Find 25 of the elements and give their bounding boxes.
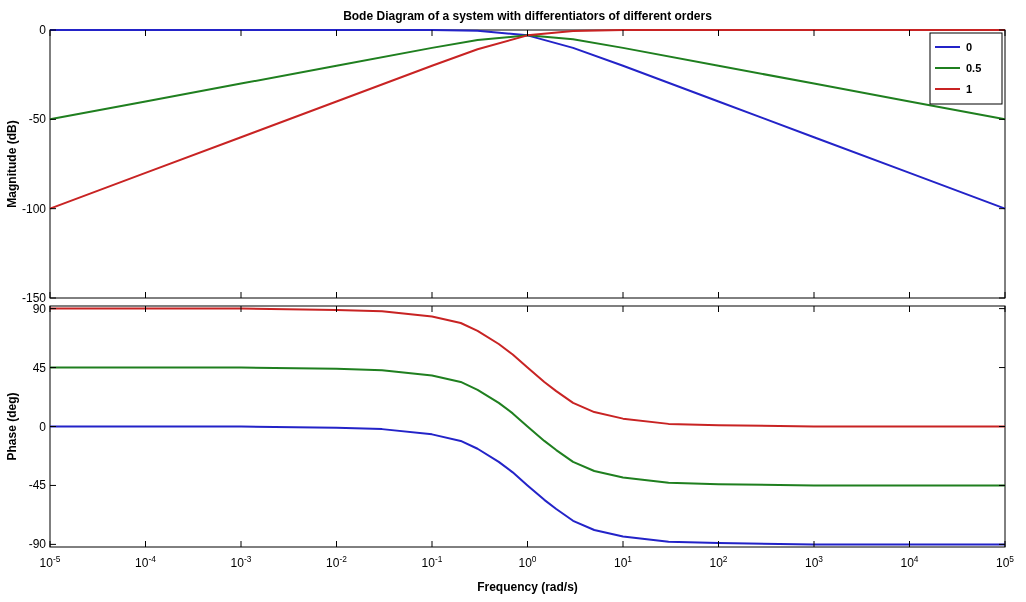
y-axis-title: Phase (deg) <box>5 392 19 461</box>
x-tick-label: 10$^{0}$ <box>518 554 537 570</box>
legend-label: 0 <box>966 41 973 53</box>
x-tick-label: 10$^{-5}$ <box>39 554 61 570</box>
x-tick-label: 10$^{2}$ <box>709 554 728 570</box>
y-tick-label: 0 <box>39 23 47 37</box>
y-tick-label: -100 <box>21 201 47 216</box>
y-tick-label: -50 <box>28 112 47 127</box>
x-tick-label: 10$^{5}$ <box>995 554 1015 570</box>
legend-label: 0.5 <box>966 62 982 74</box>
x-axis-title: Frequency (rad/s) <box>477 580 578 594</box>
x-tick-label: 10$^{-2}$ <box>326 554 348 570</box>
legend-label: 1 <box>966 83 973 95</box>
y-axis-title: Magnitude (dB) <box>5 120 19 208</box>
x-tick-label: 10$^{-3}$ <box>230 554 252 570</box>
y-tick-label: -45 <box>28 478 47 493</box>
x-tick-label: 10$^{4}$ <box>900 554 919 570</box>
x-tick-label: 10$^{-1}$ <box>421 554 443 570</box>
x-tick-label: 10$^{3}$ <box>804 554 824 570</box>
x-tick-label: 10$^{1}$ <box>613 554 633 570</box>
y-tick-label: 45 <box>32 360 47 375</box>
x-tick-label: 10$^{-4}$ <box>135 554 157 570</box>
y-tick-label: -90 <box>28 537 47 552</box>
chart-title: Bode Diagram of a system with differentiators of different orders <box>343 9 713 23</box>
y-tick-label: 0 <box>39 419 47 434</box>
